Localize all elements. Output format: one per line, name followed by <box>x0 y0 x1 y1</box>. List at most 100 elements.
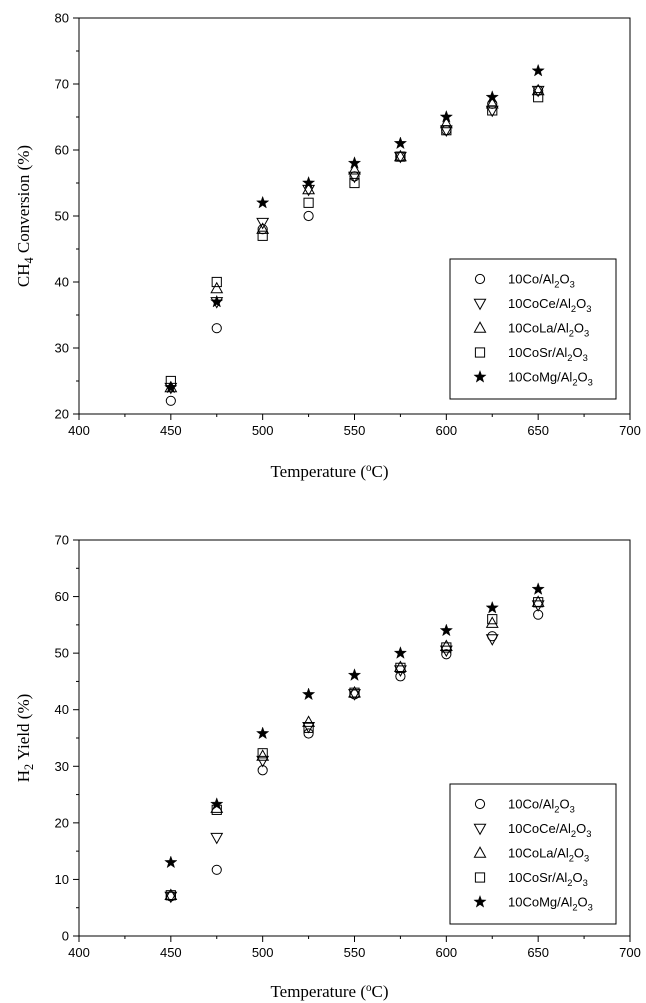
data-point <box>531 600 545 612</box>
y-tick-label: 0 <box>62 929 69 944</box>
data-point <box>395 151 406 162</box>
data-point <box>164 855 178 869</box>
data-point <box>210 281 224 294</box>
x-tick-label: 400 <box>68 945 90 960</box>
legend-label: 10CoLa/Al2O3 <box>508 846 589 864</box>
x-tick-label: 650 <box>527 945 549 960</box>
data-point <box>301 687 316 701</box>
data-point <box>393 660 407 672</box>
data-point <box>210 797 224 810</box>
y-tick-label: 60 <box>55 143 69 158</box>
legend-label: 10CoSr/Al2O3 <box>508 870 588 888</box>
y-tick-label: 30 <box>55 341 69 356</box>
y-tick-label: 20 <box>55 815 69 830</box>
legend-marker <box>473 370 487 383</box>
series-4 <box>164 582 545 869</box>
y-axis-title: H2 Yield (%) <box>14 694 36 783</box>
data-point <box>531 83 545 96</box>
data-point <box>303 722 314 733</box>
y-tick-label: 50 <box>55 646 69 661</box>
data-point <box>165 890 176 901</box>
data-point <box>533 92 544 103</box>
series-4 <box>164 63 545 394</box>
data-point <box>302 182 316 195</box>
data-point <box>303 197 314 208</box>
legend-marker <box>473 321 487 333</box>
series-3 <box>165 597 544 901</box>
legend-marker <box>473 895 487 908</box>
data-point <box>257 748 268 759</box>
x-tick-label: 600 <box>435 423 457 438</box>
data-point <box>165 395 176 406</box>
data-point <box>256 195 270 209</box>
data-point <box>439 623 453 637</box>
y-axis-title: CH4 Conversion (%) <box>14 145 36 287</box>
legend-marker <box>474 798 486 810</box>
data-point <box>256 217 270 230</box>
data-point <box>301 176 316 189</box>
legend-marker <box>473 823 487 836</box>
data-point <box>439 639 453 652</box>
data-point <box>210 832 224 845</box>
x-axis-title: Temperature (oC) <box>270 462 388 481</box>
data-point <box>393 646 408 659</box>
data-point <box>533 597 544 608</box>
data-point <box>348 171 361 184</box>
data-point <box>531 63 545 77</box>
data-point <box>256 749 270 761</box>
x-tick-label: 550 <box>344 945 366 960</box>
data-point <box>531 85 545 98</box>
data-point <box>302 721 316 734</box>
legend: 10Co/Al2O3 10CoCe/Al2O3 10CoLa/Al2O3 10CoSr… <box>449 258 617 400</box>
data-point <box>439 110 453 123</box>
x-tick-label: 450 <box>160 945 182 960</box>
data-point <box>487 614 498 625</box>
data-point <box>531 582 545 595</box>
y-tick-label: 30 <box>55 759 69 774</box>
data-point <box>485 96 499 109</box>
legend-marker <box>473 846 487 858</box>
x-tick-label: 450 <box>160 423 182 438</box>
series-1 <box>164 600 545 904</box>
data-point <box>302 715 316 727</box>
y-tick-label: 10 <box>55 872 69 887</box>
data-point <box>349 177 360 189</box>
y-tick-label: 80 <box>55 11 69 26</box>
h2-yield-chart: 400 450 500 550 600 650 700 0 10 20 30 40 50 60 70 Temp… <box>14 533 641 1002</box>
x-tick-label: 700 <box>619 423 641 438</box>
data-point <box>211 276 222 288</box>
data-point <box>303 210 314 222</box>
x-tick-label: 500 <box>252 423 274 438</box>
y-tick-label: 20 <box>55 407 69 422</box>
data-point <box>256 726 270 740</box>
x-tick-label: 650 <box>527 423 549 438</box>
data-point <box>441 642 452 653</box>
series-3 <box>165 92 544 387</box>
legend-marker <box>474 273 486 285</box>
y-tick-label: 40 <box>55 275 69 290</box>
legend-label: 10CoLa/Al2O3 <box>508 321 589 339</box>
data-point <box>347 668 362 681</box>
y-tick-label: 60 <box>55 589 69 604</box>
legend-label: 10CoSr/Al2O3 <box>508 345 588 363</box>
data-point <box>211 323 222 334</box>
data-point <box>439 645 453 658</box>
data-point <box>164 380 178 394</box>
data-point <box>485 634 499 646</box>
legend-label: 10CoMg/Al2O3 <box>508 895 593 913</box>
data-point <box>347 156 362 169</box>
x-tick-label: 500 <box>252 945 274 960</box>
y-tick-label: 70 <box>55 533 69 548</box>
y-tick-label: 40 <box>55 702 69 717</box>
data-point <box>211 864 222 875</box>
data-point <box>485 90 499 103</box>
x-axis-title: Temperature (oC) <box>270 982 388 1001</box>
ch4-conversion-chart: 400 450 500 550 600 650 700 20 30 40 50 60 70 80 Tempe… <box>14 11 641 482</box>
data-point <box>256 755 270 768</box>
legend-label: 10CoCe/Al2O3 <box>508 821 591 839</box>
legend-marker <box>474 347 486 358</box>
data-point <box>210 294 224 308</box>
data-point <box>487 105 498 116</box>
data-point <box>395 662 406 673</box>
